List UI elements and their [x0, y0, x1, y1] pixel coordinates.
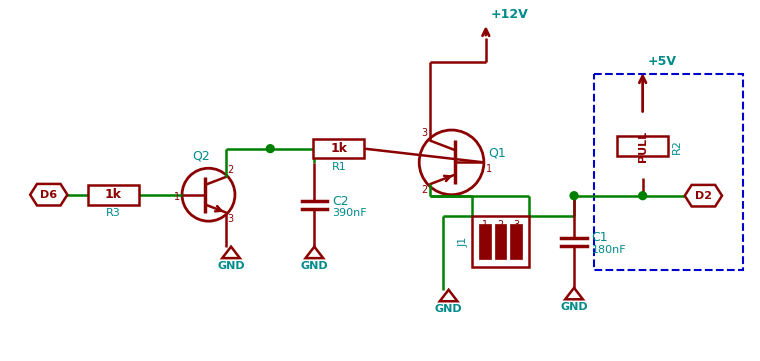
Bar	[511, 224, 522, 260]
Text: 1: 1	[482, 220, 488, 230]
Text: 1k: 1k	[331, 142, 347, 155]
Circle shape	[420, 130, 484, 195]
Bar	[594, 74, 743, 270]
Text: 3: 3	[513, 220, 519, 230]
Bar	[313, 139, 364, 158]
Polygon shape	[685, 185, 722, 206]
Bar	[479, 224, 491, 260]
Text: J1: J1	[458, 236, 468, 247]
Polygon shape	[440, 290, 458, 301]
Text: Q1: Q1	[488, 146, 505, 159]
Circle shape	[266, 145, 274, 153]
Text: 2: 2	[497, 220, 504, 230]
Text: GND: GND	[300, 261, 328, 271]
Text: 2: 2	[421, 185, 428, 195]
Text: +5V: +5V	[648, 55, 676, 68]
Text: PULL: PULL	[638, 131, 648, 162]
Bar	[617, 136, 668, 156]
Text: C1: C1	[592, 231, 608, 244]
Text: C2: C2	[332, 195, 349, 208]
Text: 1: 1	[486, 164, 492, 174]
Text: 3: 3	[422, 129, 428, 138]
Bar	[88, 185, 139, 205]
Text: 1k: 1k	[105, 188, 122, 201]
Polygon shape	[30, 184, 68, 205]
Polygon shape	[306, 247, 323, 258]
Text: D2: D2	[695, 191, 712, 201]
Text: 2: 2	[227, 165, 234, 175]
Circle shape	[182, 168, 235, 221]
Circle shape	[638, 192, 647, 200]
Text: 180nF: 180nF	[592, 245, 626, 255]
Text: R2: R2	[672, 139, 682, 154]
Text: GND: GND	[217, 261, 245, 271]
Text: Q2: Q2	[192, 149, 210, 162]
Text: R1: R1	[331, 162, 347, 172]
Circle shape	[570, 192, 578, 200]
Text: D6: D6	[40, 190, 57, 200]
Text: GND: GND	[560, 302, 587, 312]
Bar	[472, 216, 529, 267]
Text: R3: R3	[106, 208, 121, 218]
Text: 1: 1	[174, 192, 180, 202]
Text: 3: 3	[227, 214, 233, 224]
Polygon shape	[565, 288, 583, 299]
Text: 390nF: 390nF	[332, 208, 366, 218]
Polygon shape	[222, 247, 240, 258]
Text: GND: GND	[435, 304, 462, 314]
Bar	[495, 224, 506, 260]
Text: +12V: +12V	[491, 8, 528, 21]
